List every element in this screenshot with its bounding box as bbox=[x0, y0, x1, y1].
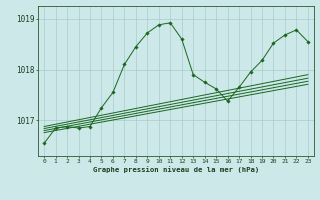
X-axis label: Graphe pression niveau de la mer (hPa): Graphe pression niveau de la mer (hPa) bbox=[93, 166, 259, 173]
